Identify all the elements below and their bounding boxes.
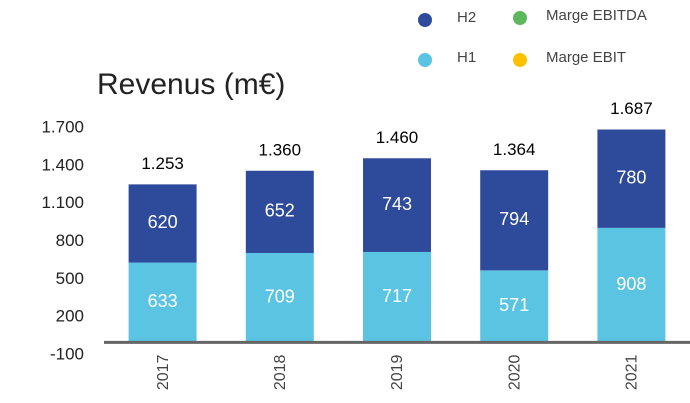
legend-label: Marge EBITDA — [546, 7, 647, 24]
bar-segment — [480, 270, 549, 343]
y-tick-label: -100 — [50, 344, 84, 363]
bar-segment — [597, 227, 666, 343]
chart-title: Revenus (m€) — [97, 68, 285, 101]
total-label: 1.364 — [493, 140, 536, 159]
data-label: 709 — [265, 286, 295, 306]
bar-segment — [597, 129, 666, 228]
x-tick-label: 2018 — [272, 354, 289, 390]
data-label: 743 — [382, 194, 412, 214]
x-tick-label: 2019 — [389, 354, 406, 390]
bar-segment — [245, 252, 314, 343]
y-tick-label: 1.100 — [41, 193, 84, 212]
total-label: 1.253 — [141, 154, 184, 173]
data-label: 571 — [499, 295, 529, 315]
data-label: 620 — [148, 212, 178, 232]
x-tick-label: 2020 — [506, 354, 523, 390]
total-label: 1.460 — [376, 128, 419, 147]
data-label: 633 — [148, 291, 178, 311]
legend-label: Marge EBIT — [546, 49, 626, 66]
x-tick-label: 2017 — [155, 354, 172, 390]
data-label: 908 — [616, 274, 646, 294]
data-label: 717 — [382, 286, 412, 306]
total-label: 1.687 — [610, 99, 653, 118]
bar-segment — [128, 262, 197, 343]
bar-segment — [363, 251, 431, 343]
data-label: 652 — [265, 201, 295, 221]
y-tick-label: 200 — [56, 307, 84, 326]
bar-segment — [245, 170, 314, 253]
bar-segment — [128, 184, 197, 263]
y-tick-label: 1.400 — [41, 155, 84, 174]
x-tick-label: 2021 — [624, 354, 641, 390]
legend-marker — [513, 53, 527, 67]
bar-segment — [363, 158, 431, 252]
legend-label: H2 — [457, 9, 476, 26]
legend-marker — [418, 53, 432, 67]
legend-label: H1 — [457, 49, 476, 66]
y-tick-label: 1.700 — [41, 117, 84, 136]
data-label: 794 — [499, 209, 529, 229]
legend-marker — [418, 13, 432, 27]
y-tick-label: 500 — [56, 269, 84, 288]
data-label: 780 — [616, 167, 646, 187]
bar-segment — [480, 170, 549, 271]
legend-marker — [513, 11, 527, 25]
total-label: 1.360 — [259, 140, 302, 159]
y-tick-label: 800 — [56, 231, 84, 250]
